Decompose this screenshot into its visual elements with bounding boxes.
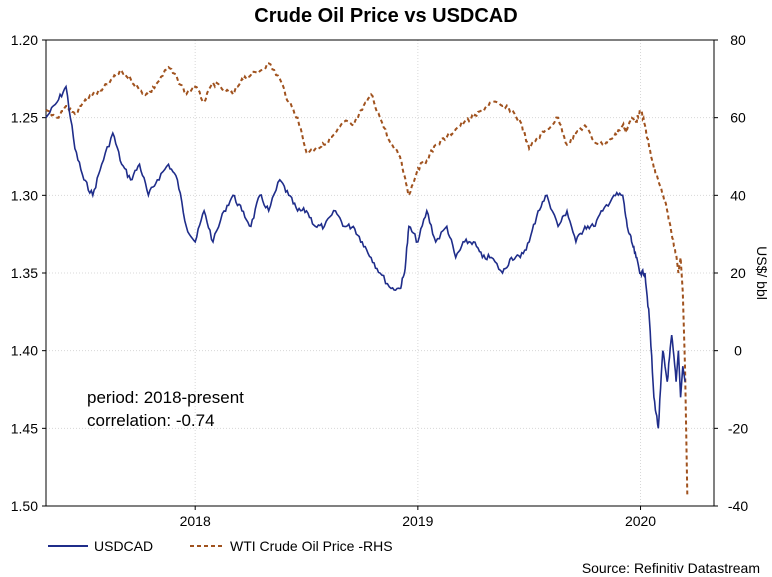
left-tick-label: 1.40 bbox=[11, 343, 38, 359]
left-tick-label: 1.20 bbox=[11, 32, 38, 48]
source-note: Source: Refinitiv Datastream bbox=[582, 560, 760, 576]
x-axis-ticks: 2018 2019 2020 bbox=[180, 506, 656, 529]
left-tick-label: 1.30 bbox=[11, 187, 38, 203]
x-tick-label: 2018 bbox=[180, 513, 211, 529]
right-tick-label: 80 bbox=[730, 32, 746, 48]
left-tick-label: 1.25 bbox=[11, 110, 38, 126]
usdcad-series-line bbox=[45, 84, 686, 429]
left-tick-label: 1.35 bbox=[11, 265, 38, 281]
chart-title: Crude Oil Price vs USDCAD bbox=[254, 5, 517, 27]
right-axis-label: US$/ bbl bbox=[754, 246, 770, 300]
left-tick-label: 1.50 bbox=[11, 498, 38, 514]
annotation-period: period: 2018-present bbox=[87, 388, 244, 407]
wti-series-line bbox=[45, 62, 689, 495]
legend: USDCAD WTI Crude Oil Price -RHS bbox=[48, 538, 393, 554]
legend-wti-label: WTI Crude Oil Price -RHS bbox=[230, 538, 393, 554]
right-tick-label: 60 bbox=[730, 110, 746, 126]
right-tick-label: -40 bbox=[728, 498, 748, 514]
right-axis-ticks: 80 60 40 20 0 -20 -40 bbox=[714, 32, 748, 514]
annotation-correlation: correlation: -0.74 bbox=[87, 411, 215, 430]
right-tick-label: 40 bbox=[730, 187, 746, 203]
legend-usdcad-label: USDCAD bbox=[94, 538, 153, 554]
x-tick-label: 2019 bbox=[402, 513, 433, 529]
left-axis-ticks: 1.20 1.25 1.30 1.35 1.40 1.45 1.50 bbox=[11, 32, 46, 514]
x-tick-label: 2020 bbox=[625, 513, 656, 529]
right-tick-label: 0 bbox=[734, 343, 742, 359]
right-tick-label: 20 bbox=[730, 265, 746, 281]
right-tick-label: -20 bbox=[728, 420, 748, 436]
left-tick-label: 1.45 bbox=[11, 420, 38, 436]
